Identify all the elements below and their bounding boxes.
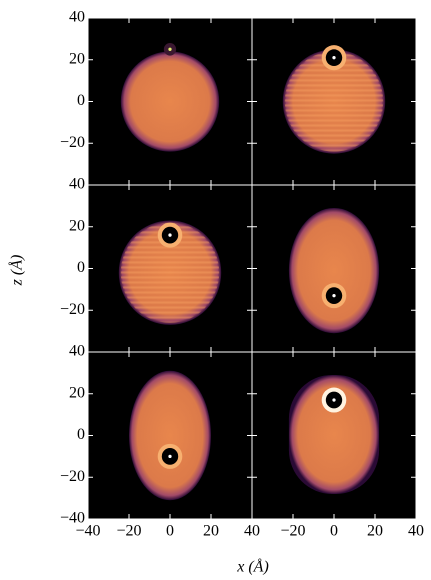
density-image [288,207,380,334]
y-tick-label: 0 [77,92,85,109]
panel [251,184,417,353]
y-tick-label: −40 [60,510,85,527]
panel [251,17,417,186]
panel [87,351,253,520]
y-tick-label: 40 [69,9,85,26]
panel [87,184,253,353]
y-tick-label: 40 [69,176,85,193]
y-tick-label: 20 [69,384,85,401]
x-tick-label: 40 [408,523,424,540]
y-tick-label: 0 [77,259,85,276]
x-tick-label: 40 [244,523,260,540]
x-axis-label: x (Å) [236,558,269,576]
density-image [282,45,386,154]
x-tick-label: −20 [280,523,305,540]
density-image [118,220,222,325]
density-image [129,370,211,501]
y-axis-label: z (Å) [8,255,26,287]
y-tick-label: −20 [60,134,85,151]
x-tick-label: 20 [203,523,219,540]
y-tick-label: 0 [77,426,85,443]
x-tick-label: 0 [330,523,338,540]
y-tick-label: −20 [60,301,85,318]
y-tick-label: −20 [60,468,85,485]
panels [87,17,417,520]
density-image [288,374,380,494]
x-tick-label: −20 [116,523,141,540]
y-tick-label: 20 [69,217,85,234]
x-tick-label: 0 [166,523,174,540]
y-tick-label: 40 [69,343,85,360]
x-tick-label: −40 [75,523,100,540]
x-tick-label: 20 [367,523,383,540]
y-tick-label: 20 [69,50,85,67]
panel [87,17,253,186]
panel [251,351,417,520]
panel-frame [251,351,417,520]
density-image [120,43,220,152]
